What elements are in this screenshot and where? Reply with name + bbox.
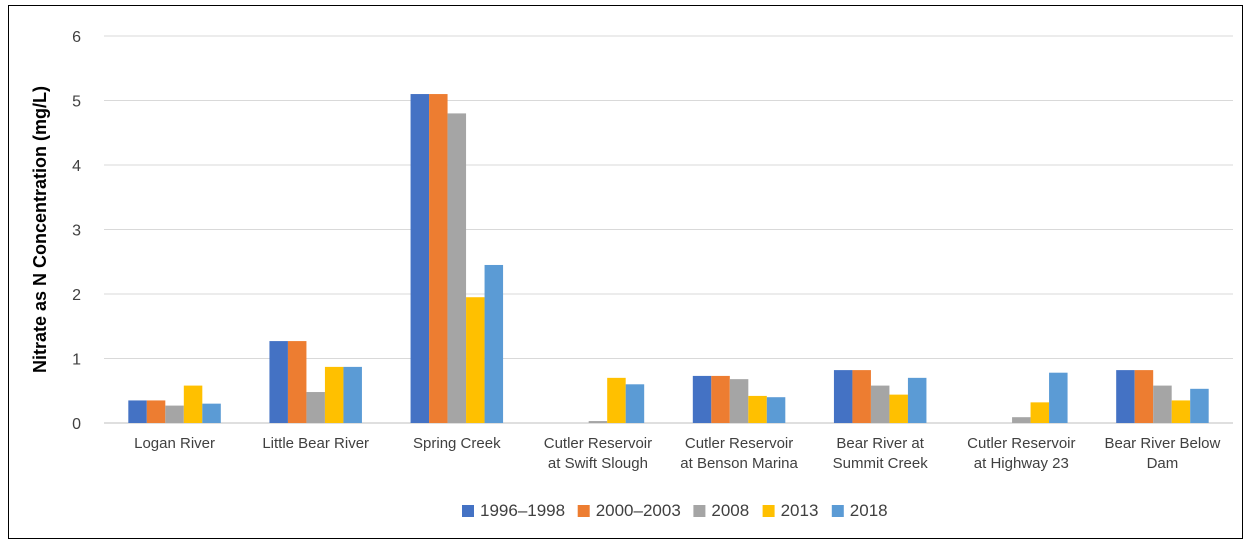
bar <box>165 405 184 423</box>
bar <box>1134 370 1154 423</box>
bar <box>748 395 767 423</box>
x-category-label: Spring Creek <box>413 435 501 452</box>
x-category-label: Cutler Reservoir at Swift Slough <box>544 435 652 472</box>
bar <box>1116 370 1135 423</box>
bar <box>269 341 288 423</box>
bar <box>1049 372 1068 423</box>
bar <box>1171 400 1191 423</box>
bar <box>907 377 927 423</box>
bar <box>324 366 344 423</box>
bar <box>410 94 430 424</box>
legend-swatch <box>831 505 844 517</box>
bar-chart: 0 1 2 3 4 5 6 Logan River Little Bear River Spri… <box>30 29 1233 520</box>
x-category-label: Bear River at Summit Creek <box>833 435 929 472</box>
x-category-label: Logan River <box>134 435 215 452</box>
legend: 1996–1998 2000–2003 2008 2013 2018 <box>462 501 888 520</box>
bar <box>833 370 853 423</box>
y-tick-label: 4 <box>72 158 81 175</box>
legend-label: 2000–2003 <box>596 501 681 520</box>
chart-frame: 0 1 2 3 4 5 6 Logan River Little Bear River Spri… <box>8 5 1243 539</box>
y-tick-label: 2 <box>72 287 81 304</box>
bar <box>870 385 890 423</box>
y-tick-label: 5 <box>72 94 81 111</box>
y-tick-label: 6 <box>72 29 81 46</box>
bar <box>466 297 485 423</box>
bar <box>729 379 749 423</box>
legend-label: 2008 <box>711 501 749 520</box>
bar <box>711 375 730 423</box>
y-tick-label: 0 <box>72 416 81 433</box>
legend-swatch <box>762 505 775 517</box>
x-category-label: Little Bear River <box>262 435 369 452</box>
bar <box>146 400 166 423</box>
bar <box>1190 388 1209 423</box>
bar <box>306 392 325 423</box>
bar <box>128 400 147 423</box>
legend-label: 2018 <box>850 501 888 520</box>
y-axis-ticks: 0 1 2 3 4 5 6 <box>72 29 81 433</box>
bar <box>588 421 608 423</box>
legend-label: 2013 <box>781 501 819 520</box>
bar <box>625 384 645 423</box>
bar <box>607 377 626 423</box>
bar <box>852 370 871 423</box>
legend-swatch <box>577 505 590 517</box>
bar <box>287 341 307 423</box>
bar <box>484 264 504 423</box>
legend-swatch <box>462 505 474 517</box>
bar <box>766 397 786 423</box>
bar-series <box>128 94 1209 424</box>
x-category-label: Cutler Reservoir at Highway 23 <box>967 435 1075 472</box>
x-category-label: Bear River Below Dam <box>1104 435 1220 472</box>
bar <box>1012 417 1031 423</box>
legend-label: 1996–1998 <box>480 501 565 520</box>
bar <box>692 375 712 423</box>
y-tick-label: 1 <box>72 352 81 369</box>
y-tick-label: 3 <box>72 223 81 240</box>
bar <box>183 385 203 423</box>
bar <box>343 366 362 423</box>
x-category-label: Cutler Reservoir at Benson Marina <box>680 435 798 472</box>
legend-swatch <box>693 505 706 517</box>
bar <box>1153 385 1172 423</box>
bar <box>889 394 908 423</box>
y-axis-title: Nitrate as N Concentration (mg/L) <box>30 86 50 373</box>
bar <box>447 113 467 424</box>
x-axis-categories: Logan River Little Bear River Spring Creek… <box>134 435 1220 472</box>
bar <box>202 403 221 423</box>
bar <box>429 94 448 424</box>
bar <box>1030 402 1050 423</box>
